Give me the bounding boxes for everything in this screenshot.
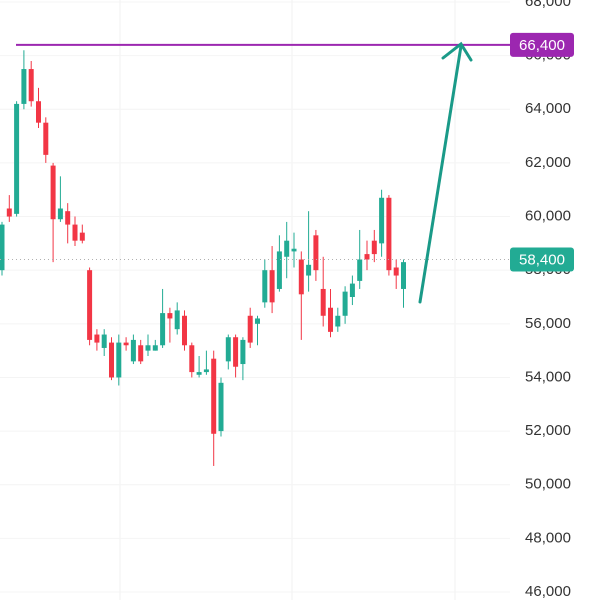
candle-body	[335, 315, 341, 327]
candle-body	[386, 197, 392, 271]
y-tick-label: 50,000	[525, 476, 571, 493]
arrow-shaft	[418, 44, 463, 304]
candle-body	[6, 208, 12, 217]
candle-body	[284, 240, 290, 257]
candle-body	[0, 224, 5, 271]
candle-body	[189, 345, 195, 373]
y-tick-label: 56,000	[525, 315, 571, 332]
candle-body	[269, 270, 275, 303]
candle-body	[94, 334, 100, 343]
candle-body	[182, 315, 187, 346]
price-label: 66,400	[519, 37, 565, 54]
candle-body	[262, 270, 268, 303]
candle-body	[240, 339, 246, 365]
candle-body	[57, 208, 63, 220]
candle-body	[28, 69, 34, 102]
candle-body	[393, 267, 399, 276]
candle-body	[65, 211, 71, 225]
y-tick-label: 48,000	[525, 529, 571, 546]
candle-body	[130, 339, 136, 362]
candle-body	[255, 318, 260, 324]
candle-body	[145, 345, 151, 351]
candle-body	[379, 197, 385, 244]
candle-body	[218, 382, 224, 432]
candle-body	[36, 101, 41, 123]
candle-body	[247, 315, 253, 343]
candle-body	[276, 251, 282, 289]
candle-body	[357, 259, 363, 281]
candle-body	[174, 310, 180, 330]
candle-body	[203, 369, 209, 373]
candle-body	[225, 337, 231, 362]
candle-body	[116, 342, 122, 378]
candle-body	[21, 69, 27, 104]
candle-body	[306, 264, 312, 276]
candle-body	[123, 342, 129, 346]
candle-body	[328, 307, 333, 332]
grid	[119, 0, 456, 600]
y-tick-label: 54,000	[525, 368, 571, 385]
candle-body	[72, 224, 78, 241]
candle-body	[196, 372, 202, 375]
y-tick-label: 64,000	[525, 100, 571, 117]
candle-body	[79, 232, 85, 241]
candle-body	[43, 122, 49, 155]
y-tick-label: 60,000	[525, 208, 571, 225]
candle-body	[109, 342, 114, 378]
candle-body	[167, 313, 173, 319]
price-label-box	[510, 32, 574, 57]
price-label: 58,400	[519, 251, 565, 268]
candle-body	[401, 262, 406, 289]
candle-body	[101, 334, 107, 348]
candle-body	[50, 165, 56, 220]
candle-body	[349, 283, 355, 297]
y-tick-label: 68,000	[525, 0, 571, 10]
price-label-box	[510, 247, 574, 272]
arrow-head	[441, 41, 473, 62]
candle-body	[160, 313, 166, 346]
candle-body	[138, 345, 144, 362]
candle-body	[371, 240, 377, 255]
candle-body	[313, 235, 319, 271]
candle-body	[320, 288, 326, 316]
y-tick-label: 62,000	[525, 154, 571, 171]
candle-body	[14, 103, 20, 214]
candle-body	[291, 248, 297, 252]
candle-body	[364, 254, 370, 260]
y-tick-label: 52,000	[525, 422, 571, 439]
candle-body	[87, 270, 93, 340]
arrow	[418, 41, 473, 304]
candle-body	[298, 259, 304, 295]
candle-body	[211, 358, 217, 434]
candle-body	[342, 291, 348, 316]
candle-body	[233, 337, 239, 367]
candle-body	[152, 345, 158, 351]
y-tick-label: 46,000	[525, 583, 571, 600]
